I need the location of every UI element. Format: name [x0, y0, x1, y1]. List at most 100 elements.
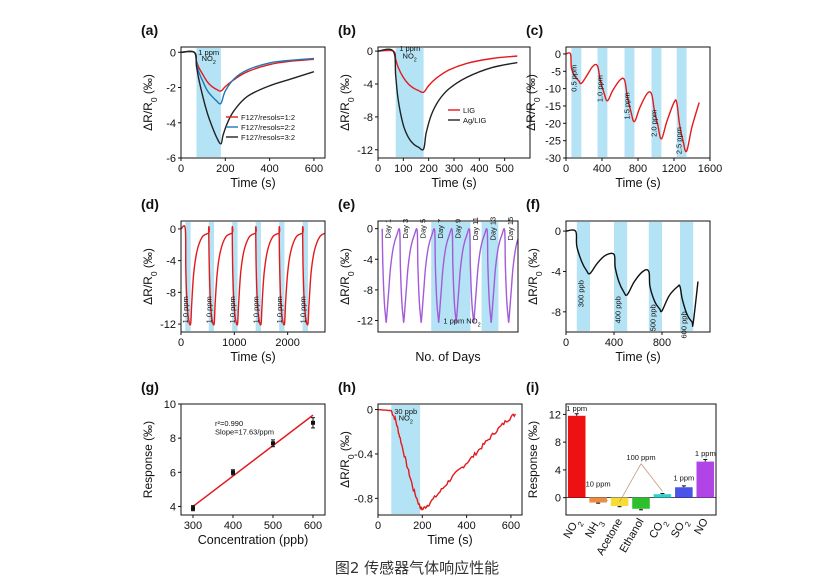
exposure-band	[450, 222, 471, 331]
x-tick-label: 500	[495, 163, 513, 175]
legend-label: F127/resols=2:2	[241, 123, 295, 132]
annotation: 500 ppb	[648, 304, 657, 331]
panel-label: (c)	[526, 22, 543, 38]
series-line	[381, 228, 518, 324]
panel-e: Day 1 Day 3 Day 5 Day 7 Day 9 Day 11 Day 13 Day…	[338, 196, 519, 364]
annotation: Day 9	[454, 219, 463, 239]
x-tick-label: 400	[224, 520, 242, 532]
data-point	[311, 420, 315, 425]
annotation: NO2	[202, 54, 216, 66]
x-tick-label: 1600	[698, 163, 722, 175]
y-tick-label: 0	[170, 47, 176, 59]
y-tick-label: 0	[555, 49, 561, 61]
legend-label: F127/resols=1:2	[241, 113, 295, 122]
y-axis-label: ΔR/R0 (‰)	[338, 74, 356, 131]
y-tick-label: 0	[555, 493, 561, 505]
panel-label: (h)	[338, 379, 356, 395]
x-axis-label: Time (s)	[230, 176, 275, 190]
annotation: r²=0.990	[215, 419, 243, 428]
plot-frame	[565, 403, 717, 516]
series-line	[566, 52, 700, 153]
annotation: Day 11	[471, 217, 480, 240]
y-tick-label: 0	[170, 224, 176, 236]
y-tick-label: -4	[166, 256, 176, 268]
annotation: NO2	[403, 52, 417, 64]
bar-co2	[653, 494, 672, 498]
annotation: 1 ppm NO2	[443, 317, 480, 329]
y-tick-label: -6	[166, 153, 176, 165]
y-tick-label: 4	[170, 501, 176, 513]
exposure-band	[185, 222, 191, 331]
annotation: 2.5 ppm	[675, 127, 684, 154]
annotation: Day 3	[401, 219, 410, 239]
annotation: 0.5 ppm	[569, 65, 578, 92]
y-axis-label: ΔR/R0 (‰)	[141, 248, 159, 305]
exposure-band	[624, 48, 635, 157]
annotation: 1.5 ppm	[622, 92, 631, 119]
annotation: Day 7	[436, 219, 445, 239]
plot-frame	[180, 403, 326, 516]
series-line	[378, 49, 518, 94]
plot-frame	[377, 403, 523, 516]
y-tick-label: -30	[545, 153, 561, 165]
y-tick-label: 0	[367, 405, 373, 417]
y-tick-label: -12	[357, 316, 373, 328]
x-axis-label: Time (s)	[615, 176, 660, 190]
y-tick-label: -0.4	[354, 449, 373, 461]
panel-label: (a)	[141, 22, 158, 38]
x-tick-label: 500	[264, 520, 282, 532]
y-tick-label: -2	[166, 83, 176, 95]
bar-label: 100 ppm	[626, 453, 655, 462]
y-axis-label: ΔR/R0 (‰)	[524, 74, 542, 131]
annotation: 1.0 ppm	[298, 296, 307, 323]
exposure-band	[651, 48, 662, 157]
exposure-band	[597, 48, 608, 157]
bar-nh3	[589, 497, 607, 503]
x-tick-label: 300	[445, 163, 463, 175]
x-axis-label: Time (s)	[427, 533, 472, 547]
panel-c: 0.5 ppm 1.0 ppm 1.5 ppm 2.0 ppm 2.5 ppm 0 400 8…	[524, 22, 722, 190]
y-tick-label: -4	[363, 254, 373, 266]
data-point	[191, 506, 195, 511]
x-tick-label: 0	[178, 163, 184, 175]
exposure-band	[648, 222, 662, 331]
panel-label: (e)	[338, 196, 355, 212]
x-tick-label: 1200	[662, 163, 686, 175]
annotation: NO2	[399, 414, 413, 426]
annotation: 1.0 ppm	[595, 75, 604, 102]
x-tick-label: 400	[593, 163, 611, 175]
annotation: 1 ppm	[399, 44, 420, 53]
exposure-band	[279, 222, 285, 331]
figure-caption: 图2 传感器气体响应性能	[334, 559, 500, 577]
x-tick-label: 100	[394, 163, 412, 175]
plot-frame	[377, 220, 519, 333]
bar-so2	[675, 487, 693, 498]
bar-label: 1 ppm	[673, 473, 694, 482]
exposure-band	[576, 222, 590, 331]
bar-label: 1 ppm	[566, 404, 587, 413]
exposure-band	[676, 48, 687, 157]
panel-label: (d)	[141, 196, 159, 212]
panel-label: (f)	[526, 196, 540, 212]
exposure-band	[302, 222, 308, 331]
x-tick-label: 300	[184, 520, 202, 532]
data-point	[231, 470, 235, 475]
plot-frame	[180, 220, 326, 333]
exposure-band	[481, 222, 499, 331]
annotation: 600 ppb	[680, 311, 689, 338]
x-tick-label: 2000	[275, 337, 299, 349]
y-tick-label: -8	[363, 112, 373, 124]
x-tick-label: 400	[260, 163, 278, 175]
category-label: CO2	[647, 517, 671, 543]
y-tick-label: -0.8	[354, 493, 373, 505]
panel-label: (b)	[338, 22, 356, 38]
annotation: 1.0 ppm	[228, 296, 237, 323]
annotation: Day 15	[506, 217, 515, 241]
y-axis-label: ΔR/R0 (‰)	[526, 248, 544, 305]
x-tick-label: 0	[178, 337, 184, 349]
bar-ethanol	[632, 497, 650, 509]
group-bracket	[640, 463, 663, 492]
